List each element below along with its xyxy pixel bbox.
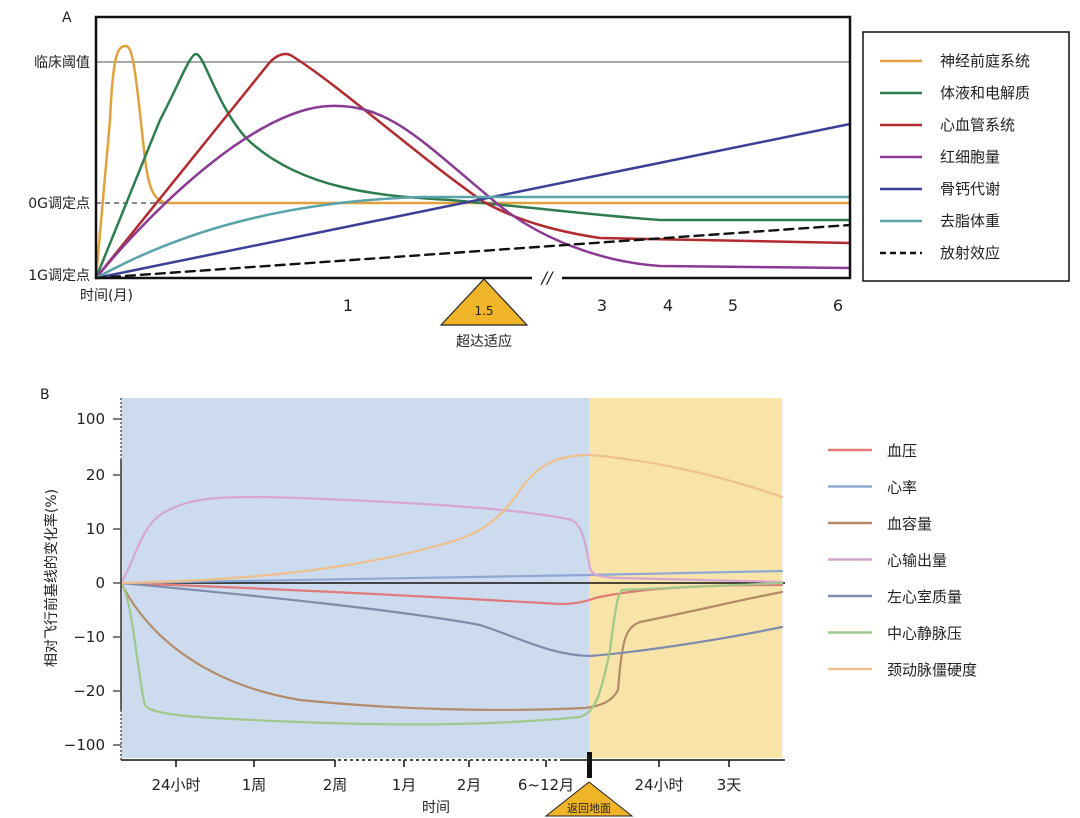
y-tick-1: 100 [76, 410, 105, 428]
series-line-3 [94, 52, 852, 280]
x-tick-1: 24小时 [151, 776, 200, 794]
series-line-5 [94, 122, 852, 280]
x-axis-label: 时间(月) [80, 288, 133, 304]
y-axis-label: 相对飞行前基线的变化率(%) [43, 489, 60, 667]
legend-label-4: 红细胞量 [940, 148, 1000, 166]
y-tick-4: 0 [95, 574, 105, 592]
legend-label-1: 血压 [887, 442, 917, 460]
return-to-earth-label: 返回地面 [567, 802, 611, 815]
x-tick-8: 3天 [717, 776, 742, 794]
axis-break-mark: // [540, 268, 554, 287]
panel-a-label: A [62, 10, 72, 26]
x-tick-4: 4 [663, 296, 673, 315]
return-to-earth-marker [544, 781, 634, 817]
legend-label-6: 去脂体重 [940, 212, 1000, 230]
adaptation-label: 超达适应 [456, 333, 512, 350]
legend-label-5: 左心室质量 [887, 588, 962, 606]
axis-break-gap [532, 270, 562, 284]
x-tick-4: 1月 [392, 776, 417, 794]
return-marker-bar [587, 752, 592, 778]
adaptation-marker [439, 278, 529, 326]
adaptation-value: 1.5 [474, 304, 493, 318]
series-line-3 [119, 581, 784, 712]
y-tick-2: 20 [86, 466, 105, 484]
y-tick-0g-setpoint: 0G调定点 [28, 196, 90, 212]
legend-label-4: 心输出量 [887, 552, 947, 570]
x-tick-3: 2周 [323, 776, 348, 794]
y-tick-3: 10 [86, 520, 105, 538]
y-tick-5: −10 [73, 628, 105, 646]
panel-a-frame [94, 15, 852, 280]
series-line-6 [94, 195, 852, 280]
legend-label-6: 中心静脉压 [887, 625, 962, 643]
x-tick-5: 5 [728, 296, 738, 315]
series-line-1 [94, 44, 852, 280]
panel-a: A // 临床阈值 0G调定点 1G调定点 时间(月) 1 3 4 5 6 1.… [28, 10, 1070, 350]
x-tick-6: 6 [833, 296, 843, 315]
legend-label-7: 放射效应 [940, 244, 1000, 262]
series-line-7 [119, 453, 784, 585]
y-tick-6: −20 [73, 682, 105, 700]
x-tick-1: 1 [343, 296, 353, 315]
x-tick-6: 6~12月 [518, 776, 574, 794]
series-line-4 [94, 104, 852, 280]
legend-label-3: 心血管系统 [940, 116, 1015, 134]
x-tick-5: 2月 [457, 776, 482, 794]
series-line-7 [94, 223, 852, 280]
series-line-6 [119, 581, 784, 726]
legend-label-2: 体液和电解质 [940, 84, 1030, 102]
y-tick-7: −100 [64, 736, 105, 754]
series-line-4 [119, 495, 784, 585]
legend-label-3: 血容量 [887, 515, 932, 533]
y-tick-clinical-threshold: 临床阈值 [34, 55, 90, 71]
series-line-2 [119, 569, 784, 585]
legend-label-5: 骨钙代谢 [940, 180, 1000, 198]
legend-label-1: 神经前庭系统 [940, 52, 1030, 70]
legend-label-7: 颈动脉僵硬度 [887, 661, 977, 679]
y-tick-1g-setpoint: 1G调定点 [28, 268, 90, 284]
series-line-2 [94, 52, 852, 280]
panel-b-label: B [40, 387, 50, 403]
x-tick-2: 1周 [242, 776, 267, 794]
series-line-5 [119, 581, 784, 658]
legend-label-2: 心率 [887, 479, 917, 497]
x-tick-3: 3 [597, 296, 607, 315]
x-tick-7: 24小时 [634, 776, 683, 794]
x-axis-label: 时间 [422, 800, 450, 816]
